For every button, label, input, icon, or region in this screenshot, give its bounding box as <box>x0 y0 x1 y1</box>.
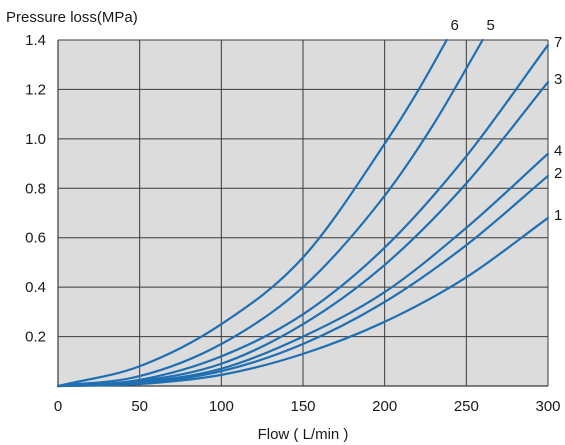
y-tick-label: 0.2 <box>25 329 46 346</box>
curve-label-1: 1 <box>554 207 562 224</box>
y-axis-ticks: 0.2 0.4 0.6 0.8 1.0 1.2 1.4 <box>25 32 46 346</box>
x-tick-label: 300 <box>535 398 560 415</box>
curves <box>56 38 550 388</box>
y-tick-label: 1.4 <box>25 32 46 49</box>
y-tick-label: 0.4 <box>25 279 46 296</box>
y-tick-label: 1.0 <box>25 131 46 148</box>
x-tick-label: 150 <box>290 398 315 415</box>
x-tick-label: 250 <box>454 398 479 415</box>
curve-labels: 1 2 4 3 7 5 6 <box>451 17 563 224</box>
curve-6 <box>56 38 448 388</box>
y-tick-label: 0.8 <box>25 180 46 197</box>
curve-5 <box>56 38 484 388</box>
x-tick-label: 100 <box>209 398 234 415</box>
curve-label-5: 5 <box>486 17 494 34</box>
curve-4 <box>56 152 550 388</box>
curve-label-7: 7 <box>554 34 562 51</box>
curve-label-4: 4 <box>554 143 562 160</box>
x-tick-label: 0 <box>54 398 62 415</box>
y-tick-label: 1.2 <box>25 81 46 98</box>
x-axis-ticks: 0 50 100 150 200 250 300 <box>54 398 561 415</box>
y-tick-label: 0.6 <box>25 230 46 247</box>
x-tick-label: 200 <box>372 398 397 415</box>
curve-label-6: 6 <box>451 17 459 34</box>
curve-3 <box>56 80 550 388</box>
curve-label-3: 3 <box>554 71 562 88</box>
x-axis-title: Flow ( L/min ) <box>258 426 349 443</box>
y-axis-title: Pressure loss(MPa) <box>6 9 138 26</box>
x-tick-label: 50 <box>131 398 148 415</box>
curve-7 <box>56 43 550 388</box>
grid <box>57 39 549 387</box>
curve-label-2: 2 <box>554 165 562 182</box>
